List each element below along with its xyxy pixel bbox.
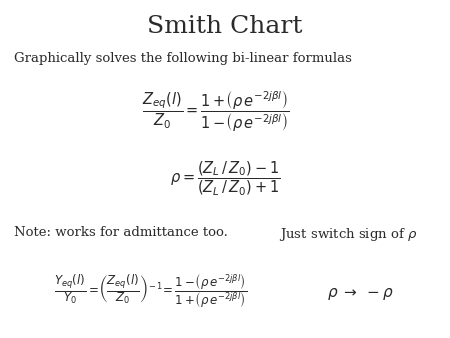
- Text: $\dfrac{Y_{eq}(l)}{Y_0} = \!\left(\dfrac{Z_{eq}(l)}{Z_0}\right)^{\!-1}\! = \dfra: $\dfrac{Y_{eq}(l)}{Y_0} = \!\left(\dfrac…: [54, 272, 248, 310]
- Text: $\rho \;\rightarrow\; -\rho$: $\rho \;\rightarrow\; -\rho$: [327, 286, 393, 301]
- Text: $\rho = \dfrac{(Z_L\,/\,Z_0)-1}{(Z_L\,/\,Z_0)+1}$: $\rho = \dfrac{(Z_L\,/\,Z_0)-1}{(Z_L\,/\…: [170, 159, 280, 197]
- Text: Note: works for admittance too.: Note: works for admittance too.: [14, 226, 227, 239]
- Text: $\dfrac{Z_{eq}(l)}{Z_0} = \dfrac{1+\!\left(\rho\, e^{-2j\beta l}\right)}{1-\!\le: $\dfrac{Z_{eq}(l)}{Z_0} = \dfrac{1+\!\le…: [142, 90, 290, 134]
- Text: Smith Chart: Smith Chart: [147, 15, 303, 38]
- Text: Just switch sign of $\rho$: Just switch sign of $\rho$: [279, 226, 418, 243]
- Text: Graphically solves the following bi-linear formulas: Graphically solves the following bi-line…: [14, 52, 351, 65]
